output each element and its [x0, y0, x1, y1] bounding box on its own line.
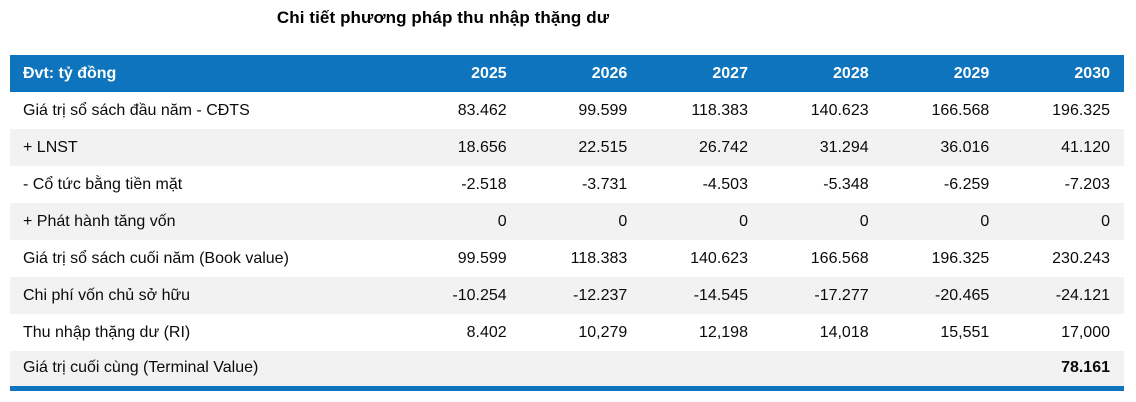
value-cell: 0 [859, 212, 869, 230]
value-cell: 8.402 [466, 323, 507, 341]
value-cell: 140.623 [810, 101, 869, 119]
table-row: + LNST 18.656 22.515 26.742 31.294 36.016 41.1… [10, 129, 1124, 166]
year-column-header: 2030 [1074, 64, 1110, 82]
value-cell: 118.383 [691, 101, 748, 119]
value-cell [400, 351, 521, 388]
row-label: Giá trị cuối cùng (Terminal Value) [23, 359, 259, 377]
table-row: Chi phí vốn chủ sở hữu -10.254 -12.237 -14.… [10, 277, 1124, 314]
value-cell: 78.161 [1061, 359, 1110, 377]
row-label: Chi phí vốn chủ sở hữu [23, 286, 191, 304]
value-cell: 196.325 [1052, 101, 1110, 119]
page-title: Chi tiết phương pháp thu nhập thặng dư [276, 8, 610, 27]
value-cell: 18.656 [457, 138, 507, 156]
table-header-row: Đvt: tỷ đồng 2025 2026 2027 2028 2029 2030 [10, 55, 1124, 92]
value-cell: 10,279 [578, 323, 628, 341]
value-cell: -17.277 [814, 286, 869, 304]
year-column-header: 2025 [471, 64, 507, 82]
value-cell: -4.503 [702, 175, 748, 193]
value-cell: -7.203 [1064, 175, 1110, 193]
value-cell: 140.623 [690, 249, 748, 267]
value-cell: 31.294 [819, 138, 869, 156]
value-cell: -24.121 [1055, 286, 1110, 304]
residual-income-table: Đvt: tỷ đồng 2025 2026 2027 2028 2029 2030 Gi… [10, 55, 1124, 391]
value-cell: 0 [1101, 212, 1110, 230]
table-body: Giá trị sổ sách đầu năm - CĐTS 83.462 99.5… [10, 92, 1124, 388]
value-cell: 99.599 [578, 101, 628, 119]
value-cell: -3.731 [581, 175, 628, 193]
row-label: Giá trị sổ sách cuối năm (Book value) [23, 249, 289, 267]
table-row: Giá trị sổ sách đầu năm - CĐTS 83.462 99.5… [10, 92, 1124, 129]
year-column-header: 2028 [833, 64, 869, 82]
value-cell: -20.465 [935, 286, 990, 304]
value-cell: 83.462 [457, 101, 507, 119]
value-cell: -12.237 [573, 286, 628, 304]
value-cell: -6.259 [943, 175, 990, 193]
year-column-header: 2027 [712, 64, 748, 82]
row-label: Giá trị sổ sách đầu năm - CĐTS [23, 101, 250, 119]
value-cell: 230.243 [1052, 249, 1110, 267]
value-cell: 12,198 [699, 323, 748, 341]
value-cell: 0 [497, 212, 507, 230]
value-cell: 17,000 [1061, 323, 1110, 341]
value-cell: 36.016 [940, 138, 990, 156]
value-cell: -5.348 [823, 175, 869, 193]
value-cell: 0 [980, 212, 990, 230]
value-cell: -14.545 [693, 286, 748, 304]
table-row: Thu nhập thặng dư (RI) 8.402 10,279 12,198 1… [10, 314, 1124, 351]
value-cell: 0 [618, 212, 628, 230]
year-column-header: 2029 [953, 64, 990, 82]
row-label: Thu nhập thặng dư (RI) [23, 323, 191, 341]
value-cell: 15,551 [940, 323, 990, 341]
unit-label: Đvt: tỷ đồng [23, 64, 117, 82]
value-cell: -2.518 [461, 175, 507, 193]
value-cell: 26.742 [699, 138, 748, 156]
value-cell: 118.383 [570, 249, 628, 267]
table-row: Giá trị cuối cùng (Terminal Value) 78.161 [10, 351, 1124, 388]
value-cell: 196.325 [931, 249, 990, 267]
value-cell: 22.515 [578, 138, 628, 156]
value-cell [762, 351, 883, 388]
row-label: + LNST [23, 138, 78, 156]
value-cell: -10.254 [452, 286, 507, 304]
value-cell: 0 [739, 212, 748, 230]
table-row: Giá trị sổ sách cuối năm (Book value) 99.… [10, 240, 1124, 277]
table-row: + Phát hành tăng vốn 0 0 0 0 0 0 [10, 203, 1124, 240]
value-cell [641, 351, 762, 388]
value-cell [883, 351, 1004, 388]
value-cell: 14,018 [819, 323, 869, 341]
value-cell: 99.599 [457, 249, 507, 267]
row-label: - Cổ tức bằng tiền mặt [23, 175, 183, 193]
value-cell: 166.568 [810, 249, 869, 267]
value-cell [521, 351, 642, 388]
year-column-header: 2026 [591, 64, 628, 82]
value-cell: 41.120 [1061, 138, 1110, 156]
table-row: - Cổ tức bằng tiền mặt -2.518 -3.731 -4.503… [10, 166, 1124, 203]
value-cell: 166.568 [931, 101, 990, 119]
row-label: + Phát hành tăng vốn [23, 212, 176, 230]
